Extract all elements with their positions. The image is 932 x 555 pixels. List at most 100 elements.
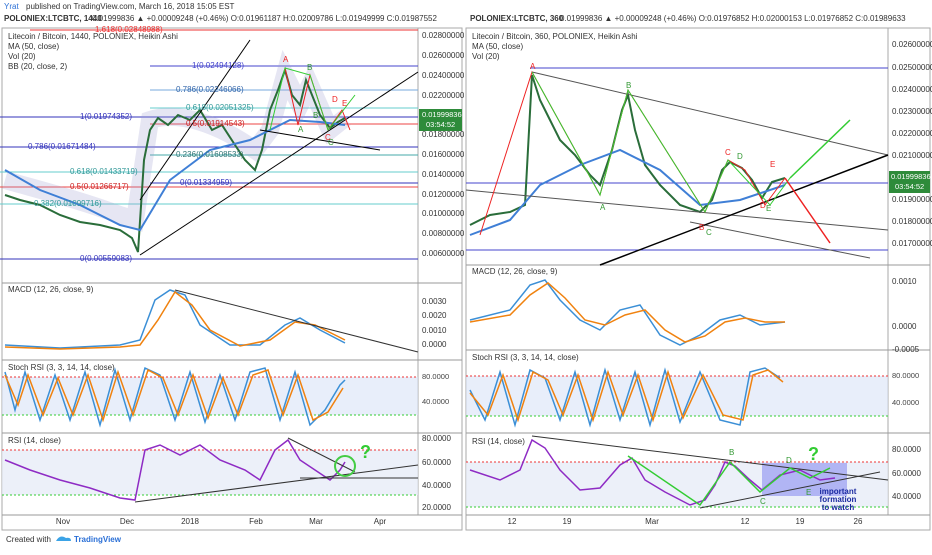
- fib-label: 0(0.01334959): [180, 178, 232, 187]
- published: published on TradingView.com, March 16, …: [26, 2, 235, 11]
- x-axis-label: Mar: [309, 517, 323, 526]
- price-axis-label: 0.02500000: [892, 63, 932, 72]
- price-candles: [4, 66, 346, 253]
- axis-label: 40.0000: [892, 398, 919, 407]
- moving-average: [469, 148, 786, 236]
- timer: 03:54:52: [426, 120, 455, 129]
- point-label: D: [332, 95, 338, 104]
- brand[interactable]: TradingView: [74, 535, 122, 544]
- fib-label: 0.5(0.01266717): [70, 182, 129, 191]
- annotation: formation: [820, 495, 857, 504]
- harmonic-pattern: [269, 67, 356, 132]
- point-label: C: [760, 497, 766, 506]
- axis-label: 40.0000: [892, 492, 921, 501]
- symbol: POLONIEX:LTCBTC, 360: [470, 14, 564, 23]
- support-line: [599, 154, 889, 266]
- price-axis-label: 0.01800000: [892, 217, 932, 226]
- stoch-band: [2, 377, 418, 415]
- left-panel: Litecoin / Bitcoin, 1440, POLONIEX, Heik…: [0, 25, 465, 531]
- quote: 0.01999836 ▲ +0.00009248 (+0.46%) O:0.01…: [560, 14, 906, 23]
- point-label: A: [298, 125, 304, 134]
- axis-label: 0.0000: [892, 322, 917, 331]
- stoch-d: [4, 368, 344, 423]
- axis-label: 0.0010: [892, 277, 917, 286]
- x-axis-label: Dec: [120, 517, 134, 526]
- axis-label: 0.0020: [422, 311, 447, 320]
- macd-line: [469, 279, 786, 346]
- rsi-line: [4, 438, 346, 501]
- axis-label: 80.0000: [892, 371, 919, 380]
- point-label: B: [626, 81, 631, 90]
- x-axis-label: 19: [796, 517, 805, 526]
- price-axis-label: 0.00600000: [422, 249, 465, 258]
- price-axis-label: 0.02200000: [892, 129, 932, 138]
- x-axis-label: Nov: [56, 517, 70, 526]
- price-axis-label: 0.01600000: [422, 150, 465, 159]
- trend-line: [174, 289, 419, 353]
- x-axis-label: Feb: [249, 517, 263, 526]
- quote: 0.01999836 ▲ +0.00009248 (+0.46%) O:0.01…: [92, 14, 438, 23]
- legend: BB (20, close, 2): [8, 62, 67, 71]
- axis-label: 80.0000: [892, 445, 921, 454]
- axis-label: 40.0000: [422, 397, 449, 406]
- highlight-circle: [334, 455, 356, 477]
- fib-lines: [466, 67, 888, 251]
- axis-label: 60.0000: [892, 469, 921, 478]
- legend: Litecoin / Bitcoin, 360, POLONIEX, Heiki…: [472, 32, 638, 41]
- legend: Vol (20): [8, 52, 36, 61]
- price-axis-label: 0.02800000: [422, 31, 465, 40]
- legend: Litecoin / Bitcoin, 1440, POLONIEX, Heik…: [8, 32, 178, 41]
- x-axis-label: Apr: [374, 517, 387, 526]
- price-axis-label: 0.02100000: [892, 151, 932, 160]
- brand-logo: [56, 536, 71, 541]
- point-label: D: [760, 201, 766, 210]
- point-label: A: [283, 55, 289, 64]
- price-axis-label: 0.01700000: [892, 239, 932, 248]
- price-axis-label: 0.02400000: [892, 85, 932, 94]
- pane-dividers: [466, 264, 930, 516]
- axis-label: -0.0005: [892, 345, 920, 354]
- price-axis-label: 0.01000000: [422, 209, 465, 218]
- point-label: B: [307, 63, 312, 72]
- question-mark: ?: [808, 444, 819, 464]
- price-tag: [419, 109, 462, 131]
- fib-label: 0.786(0.01671484): [28, 142, 96, 151]
- author[interactable]: Yrat: [4, 2, 19, 11]
- fib-label: 1.618(0.02848988): [95, 25, 163, 34]
- fib-label: 0.5(0.01914543): [186, 119, 245, 128]
- point-label: E: [770, 160, 775, 169]
- x-axis-label: Mar: [645, 517, 659, 526]
- fib-label: 0.382(0.01099716): [34, 199, 102, 208]
- annotation: important: [820, 487, 857, 496]
- frame: [1, 27, 463, 531]
- price-axis-label: 0.02600000: [892, 40, 932, 49]
- x-axis-label: 12: [741, 517, 750, 526]
- fib-label: 1(0.01974352): [80, 112, 132, 121]
- fib-label: 0.786(0.02246066): [176, 85, 244, 94]
- rsi-pattern: [627, 455, 831, 507]
- point-label: C: [325, 133, 331, 142]
- legend: Vol (20): [472, 52, 500, 61]
- price-tag-text: 0.01999836: [422, 110, 462, 119]
- axis-label: 40.0000: [422, 481, 451, 490]
- axis-label: 60.0000: [422, 458, 451, 467]
- fib-label: 1(0.02494128): [192, 61, 244, 70]
- x-axis-label: 2018: [181, 517, 199, 526]
- signal-line: [469, 282, 785, 343]
- price-axis-label: 0.00800000: [422, 229, 465, 238]
- macd-line: [4, 289, 346, 349]
- symbol: POLONIEX:LTCBTC, 1440: [4, 14, 102, 23]
- axis-label: 80.0000: [422, 434, 451, 443]
- pane-label: MACD (12, 26, close, 9): [8, 285, 94, 294]
- point-label: C: [328, 138, 334, 147]
- frame: [465, 27, 931, 531]
- point-label: C: [706, 228, 712, 237]
- annotation: to watch: [822, 503, 855, 512]
- pane-label: Stoch RSI (3, 3, 14, 14, close): [472, 353, 579, 362]
- legend: MA (50, close): [8, 42, 59, 51]
- fib-lines: [0, 29, 418, 260]
- x-axis-label: 26: [854, 517, 863, 526]
- fib-label: 0.618(0.02051325): [186, 103, 254, 112]
- trend-channel: [139, 39, 419, 256]
